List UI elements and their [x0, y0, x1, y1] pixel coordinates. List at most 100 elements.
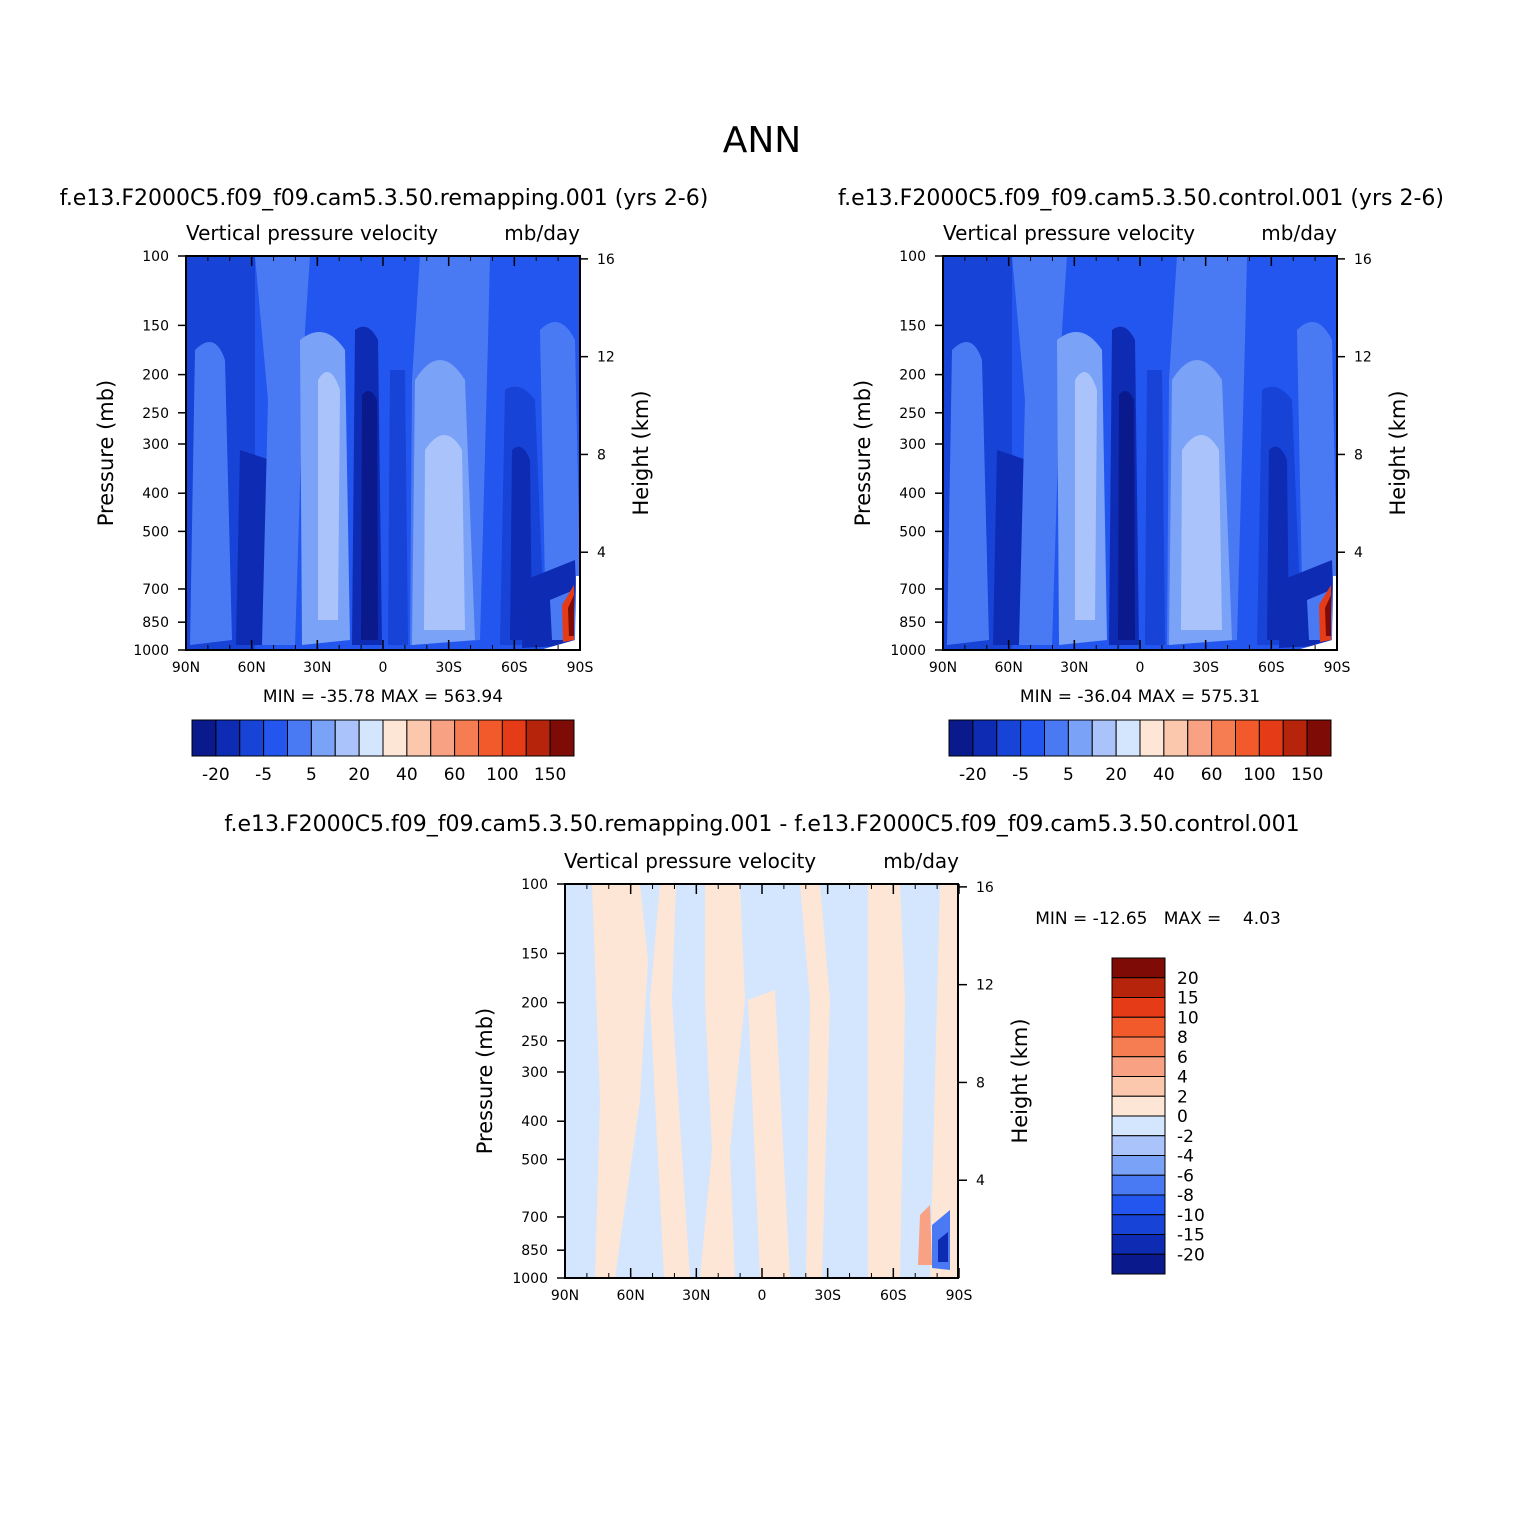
- colorbar-label: -8: [1177, 1186, 1194, 1206]
- colorbar-box: [1020, 719, 1045, 757]
- colorbar-box: [310, 719, 336, 757]
- panel-difference-field-band: [650, 884, 690, 1278]
- panel-control-field-band: [1325, 595, 1331, 636]
- x-tick-label: 30S: [1192, 660, 1219, 676]
- x-tick-label: 30S: [814, 1288, 841, 1304]
- colorbar-label: 20: [1177, 969, 1199, 989]
- panel-difference-field-band: [918, 1205, 932, 1265]
- colorbar-box: [1282, 719, 1308, 757]
- x-tick-label: 30N: [1060, 660, 1088, 676]
- panel-difference-subtitle-left: Vertical pressure velocity: [564, 849, 816, 873]
- panel-control-colorbar: -20 -5 5 20 40 60 100 150: [948, 719, 1332, 785]
- colorbar-box: [1111, 1016, 1166, 1038]
- panel-difference-ylabel-right: Height (km): [1008, 1018, 1032, 1143]
- y-right-tick-label: 8: [976, 1075, 985, 1091]
- panel-control-field-band: [1145, 370, 1165, 645]
- colorbar-box: [972, 719, 998, 757]
- colorbar-box: [501, 719, 527, 757]
- colorbar-box: [1211, 719, 1236, 757]
- panel-control-field-band: [1012, 256, 1067, 645]
- colorbar-label: 20: [1105, 765, 1127, 785]
- y-right-tick-label: 12: [1354, 350, 1372, 366]
- colorbar-label: -20: [1177, 1245, 1205, 1265]
- colorbar-box: [1111, 1115, 1166, 1137]
- y-tick-label: 850: [521, 1243, 548, 1259]
- panel-difference-stats: MIN = -12.65 MAX = 4.03: [1035, 909, 1281, 929]
- colorbar-box: [1111, 957, 1166, 979]
- y-tick-label: 1000: [133, 643, 169, 659]
- x-tick-label: 30N: [303, 660, 331, 676]
- panel-remapping-field-band: [361, 391, 378, 640]
- colorbar-label: -5: [1012, 765, 1029, 785]
- colorbar-box: [1111, 1076, 1166, 1097]
- y-tick-label: 1000: [890, 643, 926, 659]
- colorbar-label: 0: [1177, 1107, 1188, 1127]
- panel-difference-subtitle-right: mb/day: [883, 849, 959, 873]
- y-tick-label: 700: [142, 582, 169, 598]
- panel-remapping-subtitle-left: Vertical pressure velocity: [186, 221, 438, 245]
- colorbar-box: [382, 719, 408, 757]
- colorbar-box: [525, 719, 551, 757]
- colorbar-box: [191, 719, 217, 757]
- y-tick-label: 850: [899, 615, 926, 631]
- y-tick-label: 700: [521, 1210, 548, 1226]
- colorbar-label: 60: [444, 765, 466, 785]
- panel-remapping-title: f.e13.F2000C5.f09_f09.cam5.3.50.remappin…: [60, 186, 709, 211]
- panel-difference-field-band: [938, 1232, 948, 1262]
- x-tick-label: 90N: [929, 660, 957, 676]
- colorbar-box: [1235, 719, 1260, 757]
- colorbar-box: [948, 719, 974, 757]
- colorbar-box: [1111, 1135, 1166, 1156]
- x-tick-label: 60S: [1258, 660, 1285, 676]
- colorbar-label: 150: [1291, 765, 1323, 785]
- y-tick-label: 150: [521, 946, 548, 962]
- colorbar-box: [1306, 719, 1332, 757]
- colorbar-box: [549, 719, 575, 757]
- panel-difference-ylabel: Pressure (mb): [473, 1008, 497, 1155]
- y-tick-label: 200: [521, 996, 548, 1012]
- colorbar-box: [406, 719, 432, 757]
- panel-remapping-field-band: [424, 435, 465, 630]
- colorbar-box: [454, 719, 479, 757]
- colorbar-label: 100: [1243, 765, 1275, 785]
- colorbar-label: 10: [1177, 1008, 1199, 1028]
- panel-remapping: f.e13.F2000C5.f09_f09.cam5.3.50.remappin…: [60, 186, 709, 785]
- panel-control-field-band: [947, 342, 989, 645]
- panel-control-stats: MIN = -36.04 MAX = 575.31: [1020, 687, 1260, 707]
- panel-remapping-ylabel-right: Height (km): [629, 390, 653, 515]
- colorbar-box: [1067, 719, 1093, 757]
- x-tick-label: 60S: [880, 1288, 907, 1304]
- colorbar-box: [1111, 1056, 1166, 1077]
- panel-control-field-band: [993, 450, 1029, 645]
- colorbar-label: -10: [1177, 1206, 1205, 1226]
- y-tick-label: 250: [521, 1034, 548, 1050]
- panel-difference-plot-area: [564, 883, 959, 1279]
- colorbar-box: [215, 719, 241, 757]
- colorbar-label: -20: [202, 765, 230, 785]
- y-right-tick-label: 4: [597, 545, 606, 561]
- y-tick-label: 150: [142, 318, 169, 334]
- y-tick-label: 200: [142, 368, 169, 384]
- colorbar-label: 100: [486, 765, 518, 785]
- panel-control-field-band: [1181, 435, 1222, 630]
- y-tick-label: 850: [142, 615, 169, 631]
- y-right-tick-label: 12: [976, 978, 994, 994]
- colorbar-label: 8: [1177, 1028, 1188, 1048]
- x-tick-label: 60N: [238, 660, 266, 676]
- panel-control-subtitle-left: Vertical pressure velocity: [943, 221, 1195, 245]
- y-right-tick-label: 8: [597, 447, 606, 463]
- y-right-tick-label: 8: [1354, 447, 1363, 463]
- panel-control-field-band: [1297, 576, 1337, 650]
- panel-difference-title: f.e13.F2000C5.f09_f09.cam5.3.50.remappin…: [224, 812, 1299, 837]
- panel-difference-field-band: [700, 884, 745, 1278]
- panel-remapping-field-band: [236, 450, 272, 645]
- colorbar-box: [1044, 719, 1069, 757]
- colorbar-box: [287, 719, 312, 757]
- y-tick-label: 250: [142, 406, 169, 422]
- x-tick-label: 90S: [1324, 660, 1351, 676]
- panel-control-ylabel-right: Height (km): [1386, 390, 1410, 515]
- y-tick-label: 300: [521, 1065, 548, 1081]
- colorbar-box: [1258, 719, 1284, 757]
- colorbar-label: -20: [959, 765, 987, 785]
